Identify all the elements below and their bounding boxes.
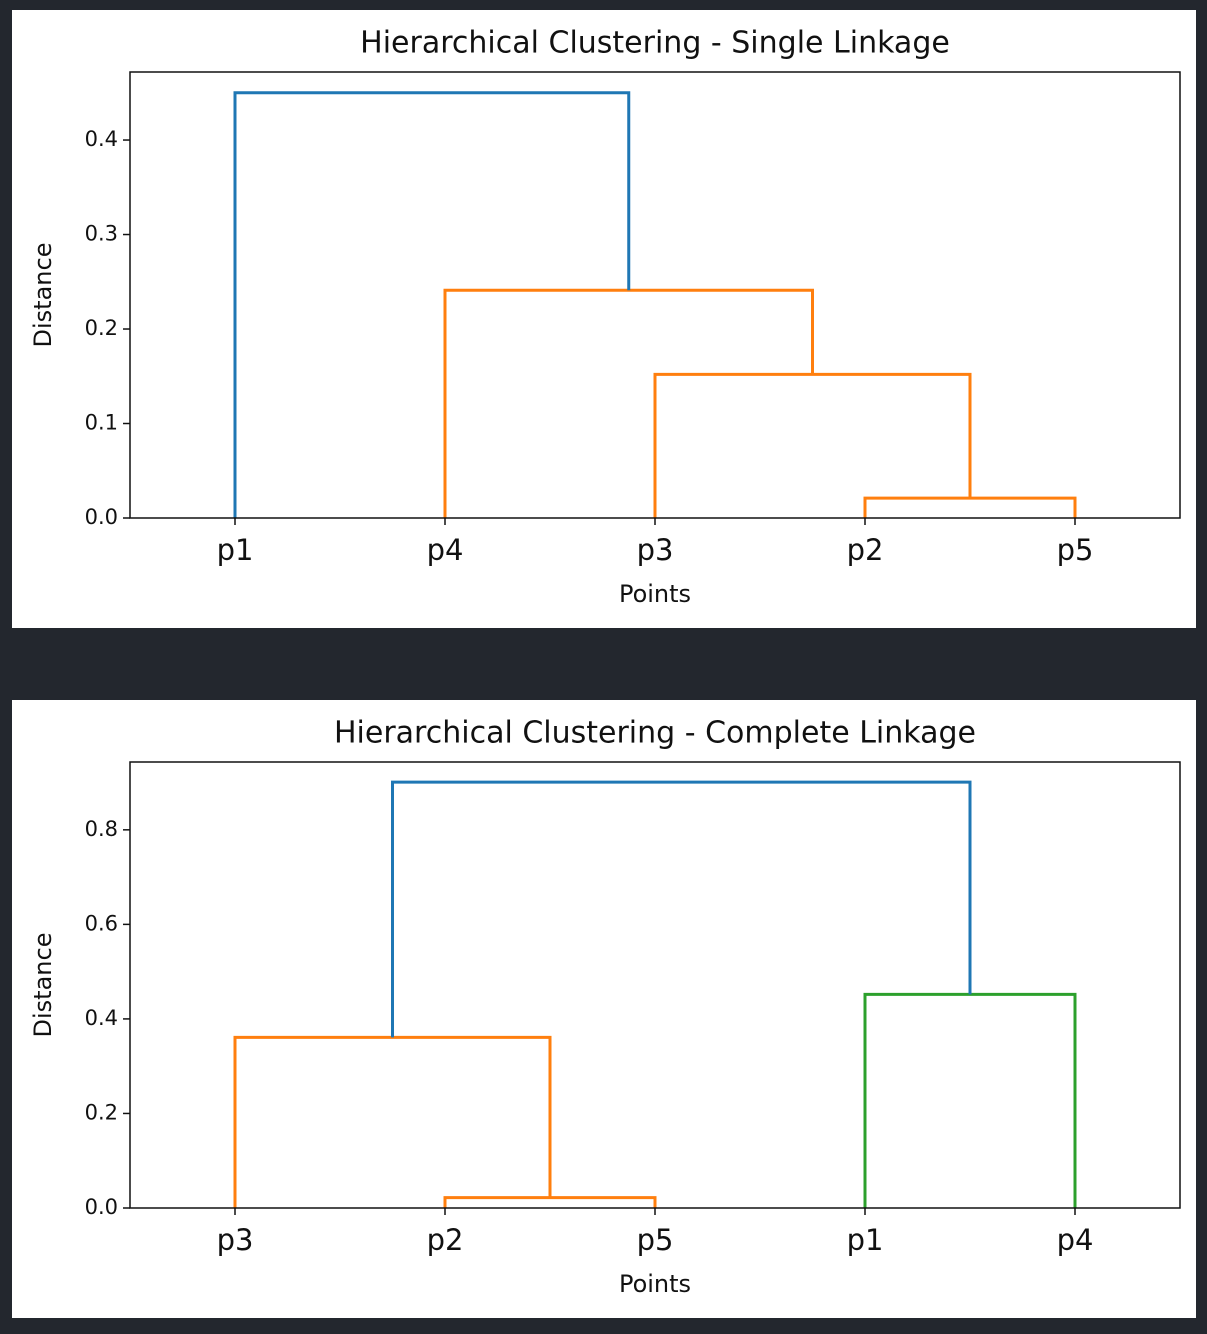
- x-tick-label: p2: [427, 1223, 464, 1257]
- x-tick-label: p3: [217, 1223, 254, 1257]
- chart-title: Hierarchical Clustering - Complete Linka…: [334, 716, 976, 751]
- dendrogram-link: [443, 288, 814, 518]
- x-tick-label: p4: [1057, 1223, 1094, 1257]
- y-tick-label: 0.2: [85, 316, 118, 340]
- plot-frame: [129, 71, 1181, 519]
- y-tick-label: 0.0: [85, 1195, 118, 1219]
- y-tick-label: 0.8: [85, 817, 118, 841]
- chart-title: Hierarchical Clustering - Single Linkage: [360, 26, 950, 61]
- x-tick-label: p4: [427, 533, 464, 567]
- x-tick-label: p1: [217, 533, 254, 567]
- dendrogram-link: [233, 1035, 552, 1208]
- plot-frame: [129, 761, 1181, 1209]
- y-tick-label: 0.2: [85, 1100, 118, 1124]
- dendrogram-link: [863, 496, 1077, 518]
- x-axis-label: Points: [619, 1270, 691, 1298]
- x-tick-label: p5: [1057, 533, 1094, 567]
- x-axis-label: Points: [619, 580, 691, 608]
- x-tick-label: p1: [847, 1223, 884, 1257]
- dendrogram-link: [443, 1196, 657, 1208]
- y-axis-label: Distance: [29, 933, 57, 1038]
- x-tick-label: p2: [847, 533, 884, 567]
- y-tick-label: 0.4: [85, 1006, 118, 1030]
- chart: Hierarchical Clustering - Complete Linka…: [12, 700, 1196, 1318]
- y-tick-label: 0.6: [85, 911, 118, 935]
- dendrogram-link: [391, 780, 972, 1038]
- y-tick-label: 0.1: [85, 411, 118, 435]
- y-axis-label: Distance: [29, 243, 57, 348]
- x-tick-label: p3: [637, 533, 674, 567]
- dendrogram-link: [233, 91, 631, 518]
- y-tick-label: 0.0: [85, 505, 118, 529]
- x-tick-label: p5: [637, 1223, 674, 1257]
- y-tick-label: 0.4: [85, 127, 118, 151]
- y-tick-label: 0.3: [85, 222, 118, 246]
- dendrogram-link: [863, 992, 1077, 1208]
- chart: Hierarchical Clustering - Single Linkage…: [12, 10, 1196, 628]
- dendrogram-link: [653, 372, 972, 518]
